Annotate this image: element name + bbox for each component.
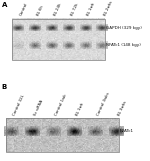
Text: NFATc1: NFATc1 <box>120 129 134 133</box>
Text: B: B <box>2 84 7 90</box>
Text: BL 3wks: BL 3wks <box>118 101 128 117</box>
Text: Control: Control <box>20 2 29 17</box>
Text: BL 1wk: BL 1wk <box>76 103 85 117</box>
Text: NFATc1 (148 kgy): NFATc1 (148 kgy) <box>106 43 141 47</box>
Text: Sc siRNA: Sc siRNA <box>34 100 45 117</box>
Text: BL 2wks: BL 2wks <box>103 1 114 17</box>
Text: A: A <box>2 2 7 8</box>
Text: BL 24h: BL 24h <box>53 3 62 17</box>
Text: BL 72h: BL 72h <box>70 3 79 17</box>
Text: BL 1wk: BL 1wk <box>87 3 96 17</box>
Text: BL 6h: BL 6h <box>36 5 45 17</box>
Text: Control 3wks: Control 3wks <box>97 92 111 117</box>
Bar <box>12 19 105 60</box>
Bar <box>6 118 118 152</box>
Text: Control 32L: Control 32L <box>13 95 26 117</box>
Text: GAPDH (329 kgy): GAPDH (329 kgy) <box>106 26 142 30</box>
Text: Control 1wk: Control 1wk <box>55 94 68 117</box>
